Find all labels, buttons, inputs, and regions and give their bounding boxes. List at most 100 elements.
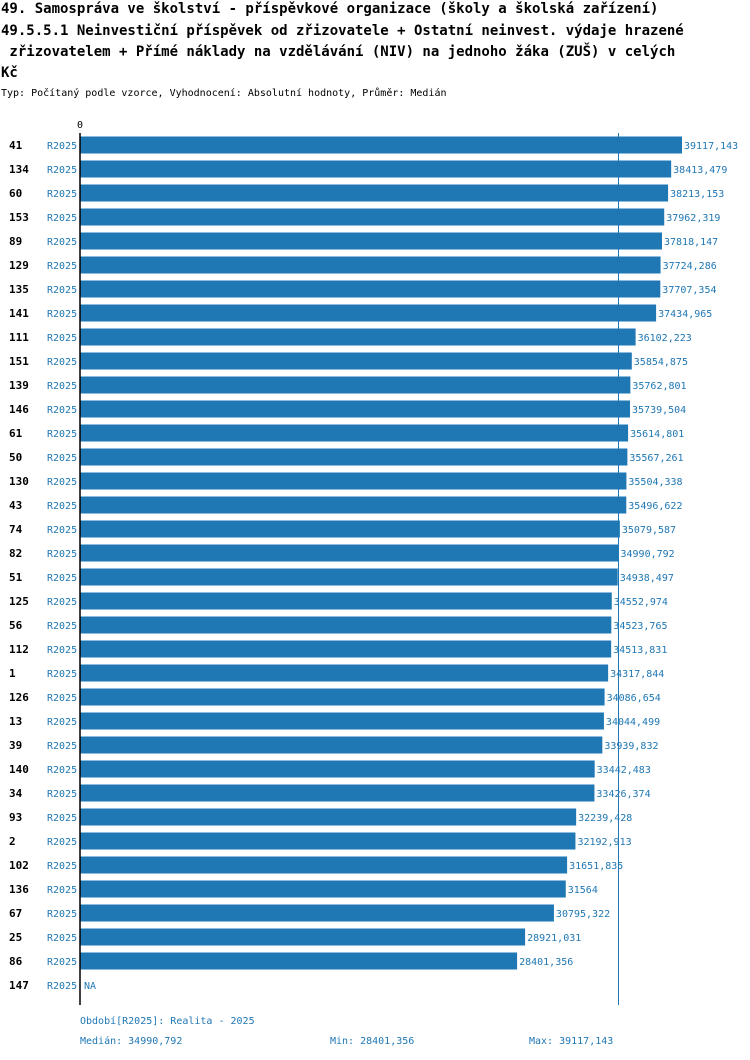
period-label: R2025 (47, 669, 77, 680)
period-label: R2025 (47, 357, 77, 368)
data-label: 33442,483 (597, 765, 651, 776)
min-summary: Min: 28401,356 (330, 1036, 415, 1047)
bar (80, 736, 603, 754)
bar (80, 304, 657, 322)
period-label: R2025 (47, 813, 77, 824)
period-label: R2025 (47, 261, 77, 272)
bar (80, 376, 631, 394)
bar (80, 280, 661, 298)
data-label: 28401,356 (519, 957, 573, 968)
axis-zero-label: 0 (77, 120, 83, 131)
bar (80, 160, 672, 178)
bar (80, 400, 631, 418)
period-label: R2025 (47, 309, 77, 320)
period-label: R2025 (47, 525, 77, 536)
data-label: 37818,147 (664, 237, 718, 248)
bar (80, 784, 595, 802)
data-label: 34552,974 (614, 597, 668, 608)
bar (80, 856, 568, 874)
bar (80, 472, 627, 490)
category-label: 50 (9, 451, 22, 464)
bar (80, 448, 628, 466)
category-label: 141 (9, 307, 29, 320)
data-label: 34990,792 (620, 549, 674, 560)
bar (80, 184, 669, 202)
bar (80, 232, 663, 250)
category-label: 102 (9, 859, 29, 872)
category-label: 134 (9, 163, 29, 176)
category-label: 126 (9, 691, 29, 704)
period-label: R2025 (47, 597, 77, 608)
period-label: R2025 (47, 453, 77, 464)
category-label: 39 (9, 739, 22, 752)
bar (80, 880, 566, 898)
category-label: 136 (9, 883, 29, 896)
period-label: R2025 (47, 645, 77, 656)
bar (80, 952, 518, 970)
period-label: R2025 (47, 933, 77, 944)
period-label: R2025 (47, 621, 77, 632)
median-summary: Medián: 34990,792 (80, 1036, 183, 1047)
chart-title-line-4: Kč (1, 65, 18, 81)
data-label: 34513,831 (613, 645, 667, 656)
category-label: 139 (9, 379, 29, 392)
data-label: 34938,497 (620, 573, 674, 584)
period-label: R2025 (47, 717, 77, 728)
data-label: 37724,286 (663, 261, 717, 272)
bar (80, 256, 661, 274)
data-label: 37707,354 (662, 285, 716, 296)
data-label: 35762,801 (632, 381, 686, 392)
bar (80, 328, 636, 346)
bar (80, 760, 595, 778)
data-label: 39117,143 (684, 141, 738, 152)
period-label: R2025 (47, 429, 77, 440)
data-label: 36102,223 (638, 333, 692, 344)
chart-title-line-2: 49.5.5.1 Neinvestiční příspěvek od zřizo… (1, 23, 684, 39)
category-label: 151 (9, 355, 29, 368)
category-label: 60 (9, 187, 22, 200)
period-label: R2025 (47, 837, 77, 848)
data-label: 37434,965 (658, 309, 712, 320)
category-label: 153 (9, 211, 29, 224)
category-label: 41 (9, 139, 23, 152)
data-label: 38413,479 (673, 165, 727, 176)
category-label: 25 (9, 931, 22, 944)
chart-subtitle: Typ: Počítaný podle vzorce, Vyhodnocení:… (1, 88, 447, 99)
max-summary: Max: 39117,143 (529, 1036, 614, 1047)
category-label: 13 (9, 715, 22, 728)
data-label: 38213,153 (670, 189, 724, 200)
data-label: 31564 (568, 885, 598, 896)
period-label: R2025 (47, 549, 77, 560)
category-label: 125 (9, 595, 29, 608)
data-label: 34523,765 (613, 621, 667, 632)
period-label: R2025 (47, 909, 77, 920)
period-label: R2025 (47, 741, 77, 752)
category-label: 112 (9, 643, 29, 656)
bar (80, 616, 612, 634)
chart-title-line-3: zřizovatelem + Přímé náklady na vzdělává… (1, 44, 676, 60)
period-label: R2025 (47, 285, 77, 296)
data-label: 35079,587 (622, 525, 676, 536)
category-label: 61 (9, 427, 23, 440)
data-label: 35504,338 (628, 477, 682, 488)
bar (80, 352, 632, 370)
bar (80, 688, 605, 706)
data-label: 33426,374 (596, 789, 650, 800)
category-label: 82 (9, 547, 22, 560)
bar (80, 496, 627, 514)
category-label: 86 (9, 955, 23, 968)
category-label: 74 (9, 523, 23, 536)
bar (80, 664, 609, 682)
period-label: R2025 (47, 189, 77, 200)
category-label: 34 (9, 787, 23, 800)
bar (80, 808, 577, 826)
bar (80, 712, 604, 730)
data-label: 34044,499 (606, 717, 660, 728)
category-label: 56 (9, 619, 23, 632)
period-label: R2025 (47, 981, 77, 992)
bar (80, 544, 619, 562)
period-label: R2025 (47, 861, 77, 872)
data-label: 34317,844 (610, 669, 664, 680)
category-label: 146 (9, 403, 29, 416)
period-label: R2025 (47, 957, 77, 968)
